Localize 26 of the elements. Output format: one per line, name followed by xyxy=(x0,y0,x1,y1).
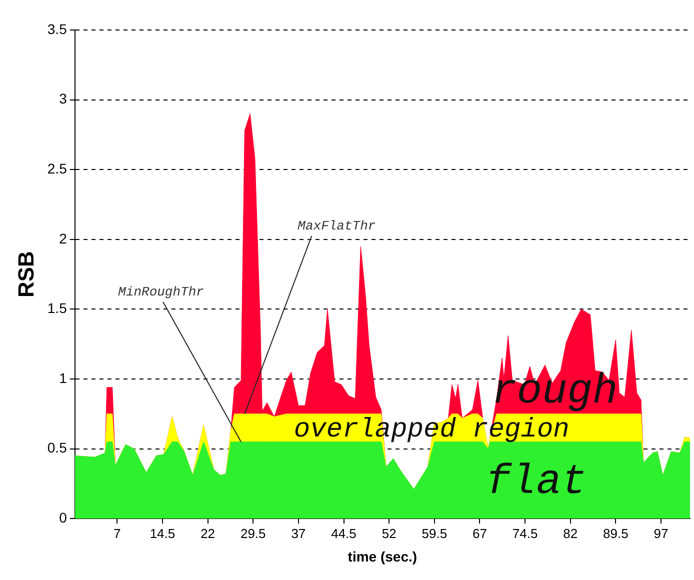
y-tick-label: 0 xyxy=(59,509,68,526)
x-tick-label: 22 xyxy=(200,526,216,541)
x-tick-label: 44.5 xyxy=(331,526,356,541)
x-tick-label: 37 xyxy=(291,526,306,541)
y-tick-label: 1.5 xyxy=(47,300,68,316)
x-tick-label: 89.5 xyxy=(603,526,628,541)
y-tick-label: 3.5 xyxy=(47,20,68,37)
x-tick-label: 14.5 xyxy=(150,526,176,541)
y-tick-label: 2 xyxy=(59,230,68,246)
x-tick-label: 82 xyxy=(563,526,578,541)
y-tick-label: 2.5 xyxy=(47,160,68,176)
x-tick-label: 74.5 xyxy=(512,526,538,541)
x-tick-label: 59.5 xyxy=(422,526,448,541)
annotation: MinRoughThr xyxy=(118,284,204,300)
y-axis-title: RSB xyxy=(13,251,38,298)
x-tick-label: 7 xyxy=(114,526,121,541)
y-tick-label: 3 xyxy=(59,90,68,107)
x-axis-title: time (sec.) xyxy=(348,548,418,564)
x-tick-label: 67 xyxy=(472,526,487,541)
y-tick-label: 0.5 xyxy=(47,440,68,456)
x-tick-label: 29.5 xyxy=(240,526,266,541)
series-label: flat xyxy=(486,458,587,506)
x-tick-label: 97 xyxy=(654,526,668,541)
y-tick-label: 1 xyxy=(59,370,68,386)
annotation: MaxFlatThr xyxy=(298,218,376,234)
x-tick-label: 52 xyxy=(382,526,396,541)
